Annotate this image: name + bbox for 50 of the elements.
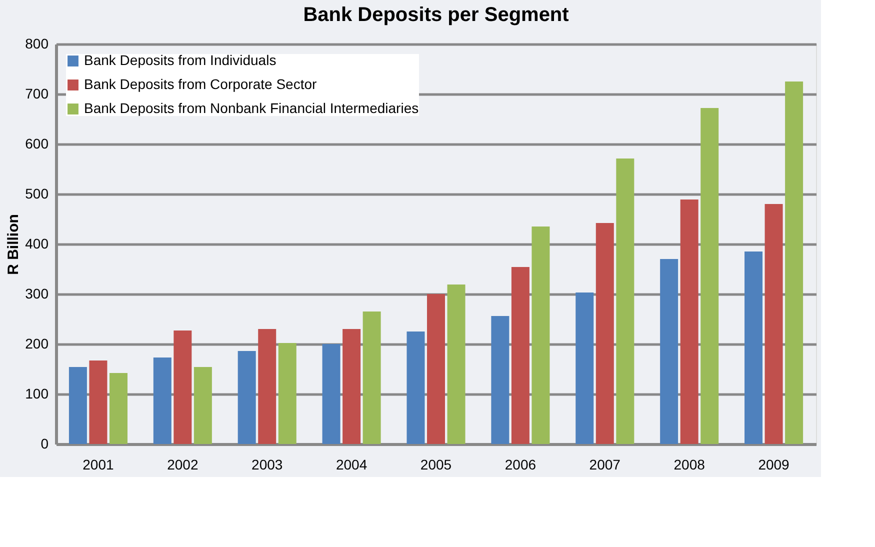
bar <box>278 343 296 444</box>
bar <box>153 358 172 444</box>
bar <box>532 226 550 444</box>
legend-label: Bank Deposits from Corporate Sector <box>84 76 317 92</box>
y-tick-label: 300 <box>25 286 49 302</box>
bar <box>700 108 719 444</box>
x-tick-label: 2003 <box>252 456 283 472</box>
bar <box>362 312 381 444</box>
x-tick-label: 2006 <box>504 456 536 472</box>
x-tick-label: 2008 <box>674 456 706 472</box>
bar <box>322 344 340 444</box>
y-axis-title: R Billion <box>5 214 22 275</box>
bar <box>194 367 212 444</box>
bar <box>406 332 425 444</box>
bar <box>427 294 445 444</box>
x-tick-label: 2001 <box>82 456 114 472</box>
bar <box>89 360 108 444</box>
bar <box>109 373 128 444</box>
bar <box>68 367 87 444</box>
bar <box>447 284 466 444</box>
y-tick-label: 600 <box>25 136 49 152</box>
bar <box>764 204 783 444</box>
bar <box>174 330 192 444</box>
bar <box>680 200 698 444</box>
legend-label: Bank Deposits from Individuals <box>84 52 276 68</box>
legend-label: Bank Deposits from Nonbank Financial Intermediaries <box>84 100 419 116</box>
y-tick-label: 0 <box>40 436 49 452</box>
y-tick-label: 500 <box>25 186 49 202</box>
x-tick-label: 2009 <box>758 456 790 472</box>
bar <box>258 329 276 444</box>
x-tick-label: 2005 <box>420 456 452 472</box>
x-tick-label: 2007 <box>589 456 621 472</box>
y-tick-label: 100 <box>25 386 49 402</box>
x-tick-label: 2002 <box>167 456 198 472</box>
bar <box>660 259 678 444</box>
bar <box>616 158 634 444</box>
y-tick-label: 800 <box>25 36 49 52</box>
bar <box>491 316 510 444</box>
bar <box>785 82 804 444</box>
y-tick-label: 400 <box>25 236 49 252</box>
x-tick-label: 2004 <box>336 456 368 472</box>
bar <box>576 292 594 444</box>
bar <box>596 223 614 444</box>
chart-title: Bank Deposits per Segment <box>303 4 570 26</box>
bar <box>744 252 763 444</box>
bar <box>342 329 361 444</box>
y-tick-label: 200 <box>25 336 49 352</box>
y-tick-label: 700 <box>25 86 49 102</box>
bar <box>238 351 256 444</box>
bar <box>511 267 530 444</box>
